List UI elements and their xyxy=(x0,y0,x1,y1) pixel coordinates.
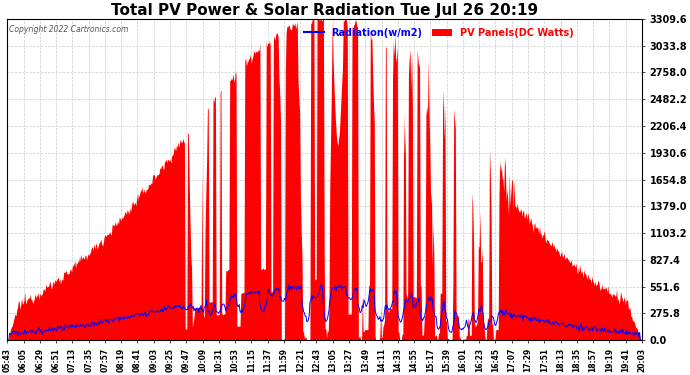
Legend: Radiation(w/m2), PV Panels(DC Watts): Radiation(w/m2), PV Panels(DC Watts) xyxy=(301,24,578,42)
Title: Total PV Power & Solar Radiation Tue Jul 26 20:19: Total PV Power & Solar Radiation Tue Jul… xyxy=(111,3,538,18)
Text: Copyright 2022 Cartronics.com: Copyright 2022 Cartronics.com xyxy=(8,26,128,34)
